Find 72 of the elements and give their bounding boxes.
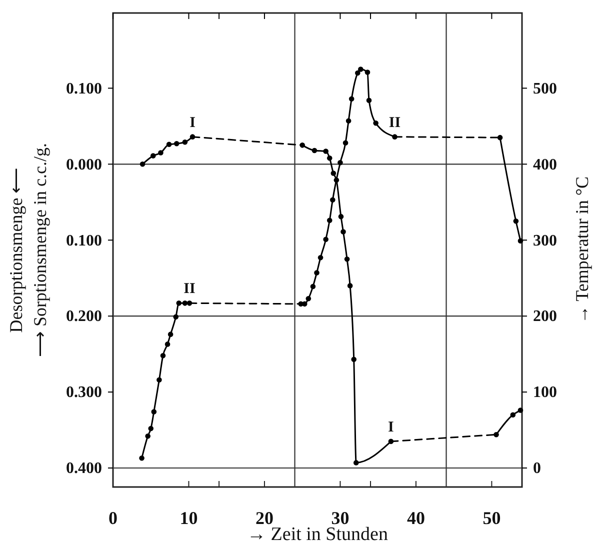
point <box>346 118 352 124</box>
y2-tick-label: 200 <box>533 308 557 326</box>
y2-tick-label: 500 <box>533 80 557 98</box>
series-label: I <box>388 419 394 436</box>
point <box>318 254 324 260</box>
series-label: II <box>388 114 401 131</box>
point <box>347 283 353 288</box>
point <box>323 236 328 242</box>
point <box>140 162 146 167</box>
point <box>338 214 344 220</box>
point <box>168 332 174 337</box>
point <box>174 141 180 146</box>
x-tick-label: 40 <box>406 508 425 528</box>
point <box>348 96 354 102</box>
point <box>330 197 336 203</box>
x-tick-label: 50 <box>482 508 501 528</box>
point <box>314 270 320 276</box>
y-tick-label: 0.200 <box>66 308 102 326</box>
point <box>326 218 332 224</box>
point <box>150 153 156 158</box>
y2-tick-label: 300 <box>533 232 557 250</box>
point <box>151 409 157 414</box>
series-label: II <box>184 281 196 298</box>
point <box>312 148 318 154</box>
point <box>310 284 316 290</box>
point <box>145 433 150 439</box>
y2-axis-title: → Temperatur in °C <box>572 176 592 324</box>
point <box>173 314 179 320</box>
point <box>366 98 372 103</box>
y-tick-label: 0.100 <box>66 80 102 98</box>
point <box>160 352 166 358</box>
point <box>373 120 378 126</box>
y-tick-label: 0.400 <box>66 460 102 478</box>
point <box>513 218 519 224</box>
point <box>344 256 350 262</box>
y-tick-label: 0.000 <box>66 156 102 174</box>
point <box>158 150 164 156</box>
point <box>364 70 370 75</box>
point <box>166 142 172 148</box>
point <box>139 455 144 461</box>
point <box>182 300 188 306</box>
x-tick-label: 0 <box>108 508 118 528</box>
point <box>326 155 332 161</box>
point <box>340 229 346 234</box>
point <box>497 134 503 140</box>
x-tick-label: 10 <box>180 508 198 528</box>
y2-tick-label: 400 <box>533 156 557 174</box>
y2-tick-label: 0 <box>533 460 541 478</box>
point <box>323 148 328 154</box>
point <box>358 66 364 72</box>
point <box>510 412 516 418</box>
point <box>342 140 348 146</box>
point <box>164 342 170 347</box>
point <box>338 160 343 166</box>
point <box>306 296 312 302</box>
y-tick-label: 0.300 <box>66 384 102 402</box>
point <box>354 70 360 76</box>
point <box>518 238 524 244</box>
point <box>176 300 182 306</box>
y-axis-title: Desorptionsmenge ⟵ ⟶ Sorptionsmenge in c.c./g. <box>6 143 50 357</box>
point <box>182 139 188 145</box>
point <box>300 142 305 148</box>
point <box>156 377 162 383</box>
y-tick-label: 0.100 <box>66 232 102 250</box>
point <box>330 170 336 176</box>
point <box>494 432 499 438</box>
point <box>148 426 154 432</box>
point <box>518 408 524 413</box>
point <box>351 356 356 362</box>
series-label: I <box>190 114 196 131</box>
y2-tick-label: 100 <box>533 384 557 402</box>
point <box>353 460 359 466</box>
